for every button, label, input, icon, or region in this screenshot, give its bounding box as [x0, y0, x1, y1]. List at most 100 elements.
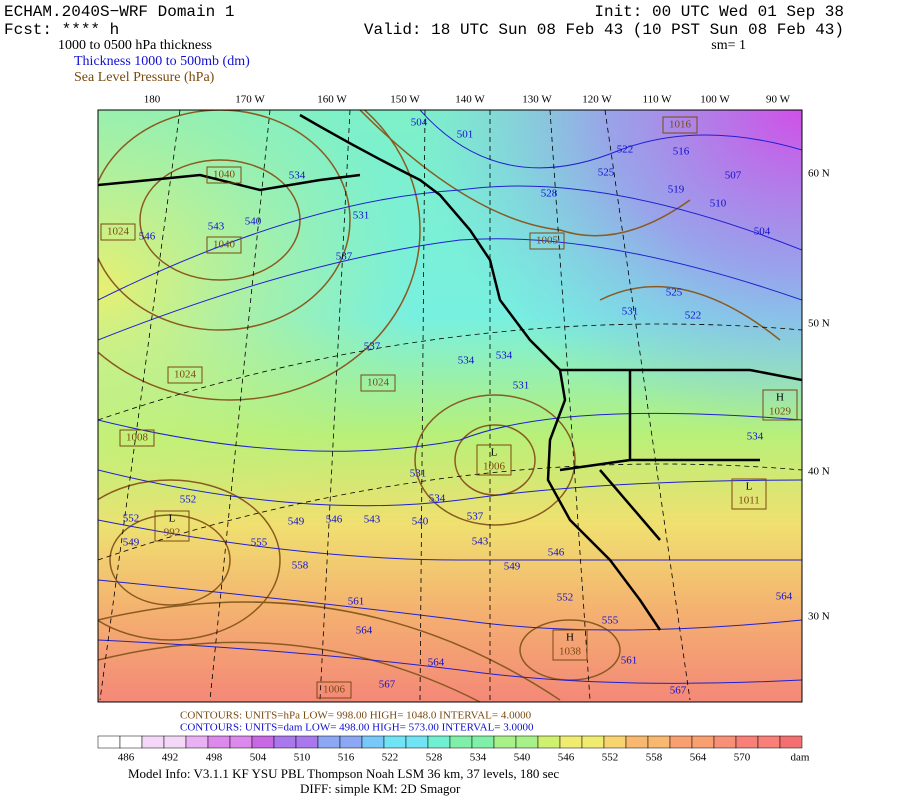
- pressure-box: [119, 429, 155, 447]
- thickness-label: 543: [208, 221, 225, 233]
- latitude-label: 30 N: [808, 611, 830, 623]
- pressure-label: 1024: [367, 377, 390, 389]
- thickness-label: 525: [666, 287, 683, 299]
- thickness-label: 534: [496, 350, 513, 362]
- colorbar-unit: dam: [791, 752, 810, 764]
- colorbar-label: 540: [514, 752, 531, 764]
- colorbar-label: 528: [426, 752, 443, 764]
- colorbar-box: [471, 735, 495, 749]
- pressure-label: 1006: [323, 684, 346, 696]
- colorbar-label: 570: [734, 752, 751, 764]
- colorbar-box: [361, 735, 385, 749]
- colorbar-box: [581, 735, 605, 749]
- colorbar-label: 510: [294, 752, 311, 764]
- pressure-label: 1029: [769, 406, 792, 418]
- colorbar-box: [735, 735, 759, 749]
- pressure-center: H: [566, 632, 574, 644]
- thickness-label: 552: [180, 494, 197, 506]
- longitude-label: 120 W: [582, 94, 612, 106]
- pressure-box: [316, 681, 352, 699]
- pressure-label: 1038: [559, 646, 582, 658]
- pressure-box: [167, 366, 203, 384]
- thickness-label: 564: [428, 657, 445, 669]
- valid-time: Valid: 18 UTC Sun 08 Feb 43 (10 PST Sun …: [364, 21, 844, 39]
- thickness-label: 543: [472, 536, 489, 548]
- thickness-label: 534: [289, 170, 306, 182]
- colorbar-box: [515, 735, 539, 749]
- thickness-label: 522: [685, 310, 702, 322]
- colorbar-box: [97, 735, 121, 749]
- pressure-box: [476, 444, 512, 476]
- colorbar-label: 522: [382, 752, 399, 764]
- latitude-label: 50 N: [808, 318, 830, 330]
- colorbar-box: [713, 735, 737, 749]
- thickness-label: 558: [292, 560, 309, 572]
- colorbar-box: [427, 735, 451, 749]
- colorbar-box: [603, 735, 627, 749]
- colorbar-box: [559, 735, 583, 749]
- thickness-label: 504: [754, 226, 771, 238]
- colorbar-box: [163, 735, 187, 749]
- pressure-box: [360, 374, 396, 392]
- colorbar-label: 558: [646, 752, 663, 764]
- colorbar-label: 552: [602, 752, 619, 764]
- thickness-label: 507: [725, 170, 742, 182]
- colorbar-label: 504: [250, 752, 267, 764]
- thickness-label: 567: [379, 679, 396, 691]
- diff-info: DIFF: simple KM: 2D Smagor: [300, 781, 461, 796]
- colorbar-label: 486: [118, 752, 135, 764]
- slp-contour-info: CONTOURS: UNITS=hPa LOW= 998.00 HIGH= 10…: [180, 710, 532, 722]
- pressure-label: 1024: [107, 226, 130, 238]
- pressure-label: 1005: [536, 235, 559, 247]
- latitude-label: 60 N: [808, 168, 830, 180]
- longitude-label: 130 W: [522, 94, 552, 106]
- init-time: Init: 00 UTC Wed 01 Sep 38: [594, 3, 844, 21]
- colorbar-box: [669, 735, 693, 749]
- thickness-label: 504: [411, 117, 428, 129]
- longitude-label: 90 W: [766, 94, 791, 106]
- colorbar-box: [647, 735, 671, 749]
- pressure-box: [662, 116, 698, 134]
- pressure-box: [762, 389, 798, 421]
- pressure-box: [731, 478, 767, 510]
- thickness-label: 531: [353, 210, 370, 222]
- forecast-hour: Fcst: **** h: [4, 21, 119, 39]
- pressure-label: 1006: [483, 461, 506, 473]
- model-title: ECHAM.2040S−WRF Domain 1: [4, 3, 234, 21]
- thickness-label: 564: [356, 625, 373, 637]
- slp-legend: Sea Level Pressure (hPa): [74, 70, 215, 85]
- colorbar-box: [493, 735, 517, 749]
- pressure-label: 1008: [126, 432, 149, 444]
- pressure-label: 1040: [213, 239, 236, 251]
- colorbar-box: [405, 735, 429, 749]
- thickness-label: 501: [457, 129, 474, 141]
- colorbar-box: [537, 735, 561, 749]
- thickness-label: 537: [467, 511, 484, 523]
- longitude-label: 140 W: [455, 94, 485, 106]
- thickness-label: 516: [673, 146, 690, 158]
- thickness-label: 549: [504, 561, 521, 573]
- pressure-label: 992: [164, 527, 181, 539]
- colorbar-box: [779, 735, 803, 749]
- colorbar-box: [339, 735, 363, 749]
- colorbar-box: [273, 735, 297, 749]
- map-frame: [97, 109, 803, 703]
- thickness-label: 537: [336, 251, 353, 263]
- colorbar-box: [691, 735, 715, 749]
- thickness-label: 531: [622, 306, 639, 318]
- colorbar-label: 492: [162, 752, 179, 764]
- pressure-center: L: [746, 481, 753, 493]
- thickness-contour-info: CONTOURS: UNITS=dam LOW= 498.00 HIGH= 57…: [180, 722, 534, 734]
- thickness-legend: Thickness 1000 to 500mb (dm): [74, 54, 250, 69]
- thickness-label: 549: [288, 516, 305, 528]
- thickness-label: 522: [617, 144, 634, 156]
- thickness-label: 546: [548, 547, 565, 559]
- pressure-label: 1011: [738, 495, 760, 507]
- pressure-box: [206, 166, 242, 184]
- colorbar-box: [383, 735, 407, 749]
- colorbar-box: [295, 735, 319, 749]
- colorbar-box: [449, 735, 473, 749]
- thickness-label: 549: [123, 537, 140, 549]
- colorbar-label: 516: [338, 752, 355, 764]
